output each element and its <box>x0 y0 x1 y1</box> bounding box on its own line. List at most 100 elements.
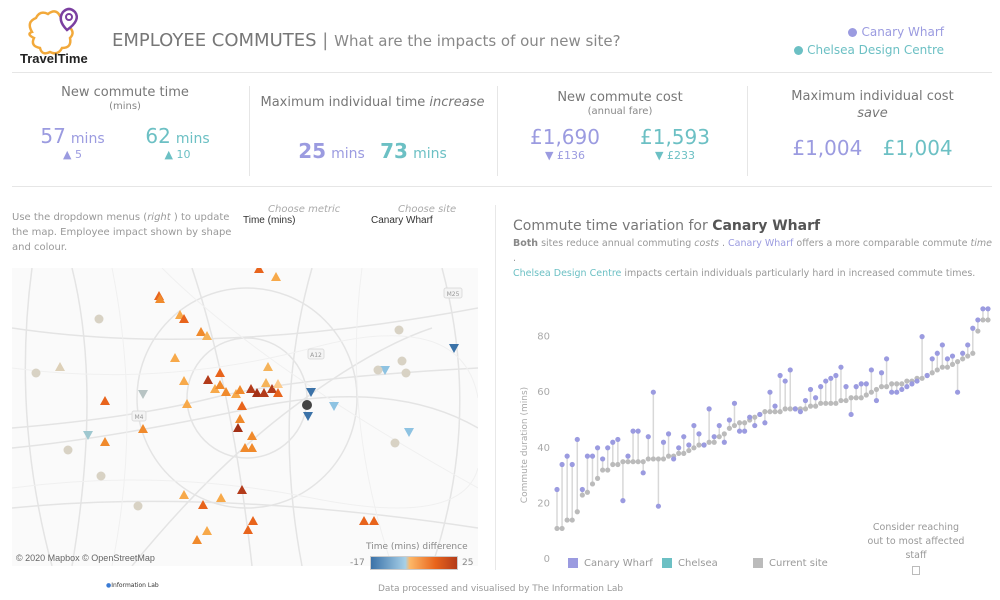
employee-marker-neutral[interactable] <box>133 501 143 511</box>
employee-marker-increase[interactable] <box>248 516 258 525</box>
employee-marker-neutral[interactable] <box>63 445 73 455</box>
canary-wharf-point[interactable] <box>600 456 606 462</box>
employee-marker-decrease[interactable] <box>138 390 148 399</box>
chart-legend-chelsea[interactable]: Chelsea <box>662 558 718 569</box>
canary-wharf-point[interactable] <box>924 372 930 379</box>
canary-wharf-point[interactable] <box>579 486 585 493</box>
current-site-point[interactable] <box>559 525 565 532</box>
canary-wharf-point[interactable] <box>635 428 641 434</box>
current-site-point[interactable] <box>782 406 788 412</box>
current-site-point[interactable] <box>645 456 651 462</box>
employee-marker-increase[interactable] <box>138 424 148 433</box>
current-site-point[interactable] <box>742 420 748 426</box>
employee-marker-increase[interactable] <box>216 493 226 502</box>
canary-wharf-point[interactable] <box>833 372 839 379</box>
employee-marker-increase[interactable] <box>240 443 250 452</box>
canary-wharf-point[interactable] <box>813 395 819 401</box>
canary-wharf-point[interactable] <box>934 350 940 356</box>
canary-wharf-point[interactable] <box>904 384 910 390</box>
employee-marker-decrease[interactable] <box>83 431 93 440</box>
current-site-point[interactable] <box>853 395 859 401</box>
current-site-point[interactable] <box>787 406 793 412</box>
canary-wharf-point[interactable] <box>731 400 738 406</box>
employee-marker-increase[interactable] <box>198 500 208 509</box>
chart-legend-current[interactable]: Current site <box>753 558 828 569</box>
canary-wharf-point[interactable] <box>767 389 773 395</box>
current-site-point[interactable] <box>655 456 662 462</box>
current-site-point[interactable] <box>919 375 925 381</box>
canary-wharf-point[interactable] <box>736 428 743 434</box>
employee-marker-increase[interactable] <box>210 384 220 393</box>
canary-wharf-point[interactable] <box>564 453 570 459</box>
canary-wharf-point[interactable] <box>706 406 712 412</box>
canary-wharf-point[interactable] <box>594 445 601 451</box>
employee-marker-increase[interactable] <box>261 378 271 387</box>
employee-marker-neutral[interactable] <box>373 365 383 375</box>
current-site-point[interactable] <box>858 395 864 401</box>
current-site-point[interactable] <box>949 361 956 367</box>
canary-wharf-point[interactable] <box>630 428 636 434</box>
current-site-point[interactable] <box>569 517 575 523</box>
employee-marker-increase[interactable] <box>100 396 110 405</box>
current-site-point[interactable] <box>554 525 560 532</box>
canary-wharf-point[interactable] <box>742 428 748 434</box>
current-site-point[interactable] <box>721 431 727 437</box>
current-site-point[interactable] <box>838 397 844 404</box>
current-site-point[interactable] <box>686 447 692 454</box>
canary-wharf-point[interactable] <box>878 370 885 376</box>
employee-marker-increase[interactable] <box>179 376 189 385</box>
employee-marker-neutral[interactable] <box>94 314 104 324</box>
canary-wharf-point[interactable] <box>883 356 890 362</box>
employee-marker-increase[interactable] <box>221 387 231 396</box>
canary-wharf-point[interactable] <box>960 350 966 356</box>
canary-wharf-point[interactable] <box>660 439 667 445</box>
current-site-point[interactable] <box>813 403 819 409</box>
current-site-point[interactable] <box>894 381 900 387</box>
current-site-point[interactable] <box>665 453 672 459</box>
canary-wharf-point[interactable] <box>772 403 778 409</box>
employee-marker-neutral[interactable] <box>31 368 41 378</box>
current-site-point[interactable] <box>802 406 809 412</box>
employee-marker-increase[interactable] <box>267 384 277 393</box>
current-site-point[interactable] <box>970 350 976 356</box>
canary-wharf-point[interactable] <box>965 342 971 348</box>
canary-wharf-point[interactable] <box>970 325 976 331</box>
current-site-point[interactable] <box>772 409 778 415</box>
employee-marker-decrease[interactable] <box>449 344 459 353</box>
current-site-point[interactable] <box>929 370 935 376</box>
employee-marker-increase[interactable] <box>246 384 256 393</box>
canary-wharf-point[interactable] <box>691 422 697 429</box>
current-site-point[interactable] <box>762 409 768 415</box>
canary-wharf-point[interactable] <box>828 375 834 381</box>
current-site-point[interactable] <box>610 461 616 468</box>
employee-marker-decrease[interactable] <box>329 402 339 411</box>
employee-marker-increase[interactable] <box>237 485 247 494</box>
canary-wharf-point[interactable] <box>868 367 874 373</box>
current-site-point[interactable] <box>676 450 682 456</box>
employee-marker-increase[interactable] <box>233 423 243 432</box>
employee-marker-increase[interactable] <box>196 327 206 336</box>
employee-marker-increase[interactable] <box>263 362 273 371</box>
current-site-point[interactable] <box>873 386 880 393</box>
canary-wharf-point[interactable] <box>554 486 560 493</box>
canary-wharf-point[interactable] <box>838 364 844 370</box>
employee-marker-increase[interactable] <box>243 525 253 534</box>
canary-wharf-point[interactable] <box>696 431 702 437</box>
employee-marker-increase[interactable] <box>179 314 189 323</box>
canary-wharf-point[interactable] <box>853 384 859 390</box>
canary-wharf-point[interactable] <box>858 381 864 387</box>
current-site-point[interactable] <box>904 378 910 384</box>
employee-marker-increase[interactable] <box>235 414 245 423</box>
current-site-point[interactable] <box>620 459 626 465</box>
employee-marker-increase[interactable] <box>170 353 180 362</box>
new-site-marker[interactable] <box>302 400 312 410</box>
canary-wharf-point[interactable] <box>975 317 981 323</box>
current-site-point[interactable] <box>731 422 738 429</box>
current-site-point[interactable] <box>818 400 824 406</box>
current-site-point[interactable] <box>944 364 951 370</box>
canary-wharf-point[interactable] <box>589 453 596 459</box>
employee-marker-neutral[interactable] <box>401 368 411 378</box>
canary-wharf-point[interactable] <box>640 470 646 476</box>
employee-marker-neutral[interactable] <box>96 471 106 481</box>
canary-wharf-point[interactable] <box>671 456 677 462</box>
